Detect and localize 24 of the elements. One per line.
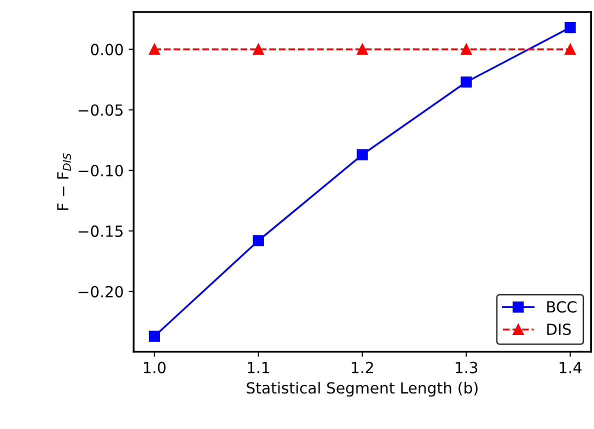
point xyxy=(252,44,264,55)
x-tick-label: 1.0 xyxy=(144,362,166,374)
point xyxy=(356,44,368,55)
point xyxy=(564,44,576,55)
legend-label: DIS xyxy=(547,324,571,336)
point xyxy=(564,22,576,34)
y-tick-label: −0.05 xyxy=(78,104,123,116)
y-axis-title: F − F$_{DIS}$ xyxy=(57,153,72,210)
legend-label: BCC xyxy=(547,301,576,313)
x-tick-label: 1.2 xyxy=(352,362,373,374)
point xyxy=(460,76,472,88)
x-tick-label: 1.1 xyxy=(248,362,270,374)
point xyxy=(148,44,160,55)
y-tick-label: −0.10 xyxy=(78,164,123,176)
y-tick-label: −0.20 xyxy=(78,286,123,298)
x-axis-title: Statistical Segment Length (b) xyxy=(246,382,478,397)
x-tick-label: 1.3 xyxy=(456,362,478,374)
point xyxy=(460,44,472,55)
point xyxy=(252,235,264,246)
y-tick-label: −0.15 xyxy=(78,225,123,237)
y-tick-label: 0.00 xyxy=(90,44,123,56)
point xyxy=(356,149,368,160)
point xyxy=(148,330,160,342)
x-tick-label: 1.4 xyxy=(560,362,582,374)
